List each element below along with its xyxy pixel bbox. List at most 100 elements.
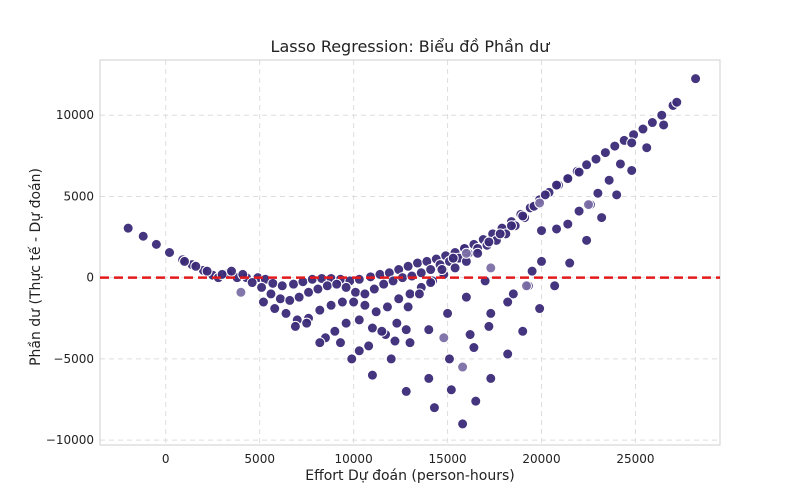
data-point — [551, 179, 563, 191]
data-point-light — [534, 197, 546, 209]
data-point — [376, 325, 388, 337]
data-point — [423, 324, 435, 336]
data-point — [280, 307, 292, 319]
data-point — [485, 307, 497, 319]
data-point — [445, 384, 457, 396]
data-point — [256, 281, 268, 293]
data-point — [329, 325, 341, 337]
data-point — [447, 252, 459, 264]
data-point — [190, 260, 202, 272]
data-point — [425, 264, 437, 276]
data-point — [599, 147, 611, 159]
y-axis-ticks: −10000 −5000 0 5000 10000 — [46, 108, 94, 447]
data-point — [348, 296, 360, 308]
data-point — [549, 280, 561, 292]
data-point — [122, 222, 134, 234]
data-point — [485, 372, 497, 384]
data-point — [179, 255, 191, 267]
data-point — [331, 278, 343, 290]
data-point — [314, 337, 326, 349]
data-point — [551, 223, 563, 235]
data-point — [406, 270, 418, 282]
data-point — [502, 348, 514, 360]
data-point — [423, 372, 435, 384]
data-point — [502, 296, 514, 308]
data-point — [449, 262, 461, 274]
data-point — [443, 353, 455, 365]
data-point — [412, 257, 424, 269]
data-point-light — [582, 199, 594, 211]
data-point — [400, 324, 412, 336]
data-point — [293, 291, 305, 303]
data-point — [257, 296, 269, 308]
data-point — [334, 337, 346, 349]
data-point — [472, 247, 484, 259]
data-point — [592, 187, 604, 199]
data-point — [164, 247, 176, 258]
data-point — [690, 73, 702, 85]
data-point — [301, 317, 313, 329]
data-point — [573, 166, 585, 178]
data-point — [581, 234, 593, 246]
data-point — [366, 369, 378, 381]
data-point — [483, 236, 495, 248]
data-point — [350, 286, 362, 298]
x-tick-label: 0 — [162, 452, 170, 466]
data-point — [269, 303, 281, 315]
data-point — [494, 228, 506, 240]
data-point — [562, 218, 574, 230]
data-point — [626, 164, 638, 176]
data-point — [353, 273, 365, 285]
data-point — [363, 340, 375, 352]
data-point — [596, 212, 608, 224]
data-point — [603, 174, 615, 186]
x-tick-label: 25000 — [616, 452, 654, 466]
data-point-light — [460, 247, 472, 259]
data-point — [428, 402, 440, 414]
data-point — [470, 395, 482, 407]
data-point — [460, 291, 472, 303]
data-point — [226, 265, 238, 277]
data-point — [303, 286, 315, 298]
data-point — [611, 189, 623, 201]
data-point — [325, 299, 337, 311]
data-point — [404, 288, 416, 300]
plot-frame — [99, 59, 721, 446]
data-point — [425, 277, 437, 289]
data-point — [336, 296, 348, 308]
data-point — [340, 281, 352, 293]
data-point — [507, 288, 519, 300]
data-point — [539, 189, 551, 201]
data-point — [536, 255, 548, 267]
data-point — [505, 220, 517, 232]
data-point — [150, 238, 162, 250]
y-axis-label: Phần dư (Thực tế - Dự đoán) — [27, 168, 44, 366]
data-point — [614, 158, 626, 170]
data-point — [626, 137, 638, 149]
data-point — [265, 288, 277, 300]
data-point-light — [520, 280, 532, 292]
data-point — [402, 260, 414, 272]
data-point — [393, 293, 405, 305]
data-point — [534, 303, 546, 315]
data-point — [637, 123, 649, 135]
data-point — [536, 225, 548, 237]
data-point — [609, 140, 621, 152]
data-point — [385, 353, 397, 365]
data-point — [413, 288, 425, 300]
data-point — [312, 283, 324, 295]
data-point-light — [235, 286, 247, 298]
chart-title: Lasso Regression: Biểu đồ Phần dư — [271, 37, 551, 56]
data-point — [517, 210, 529, 222]
data-point — [562, 173, 574, 185]
data-point — [381, 301, 393, 313]
data-point — [274, 293, 286, 305]
data-point — [464, 329, 476, 341]
data-point — [340, 317, 352, 329]
data-point — [353, 314, 365, 326]
data-point — [353, 345, 365, 357]
data-point — [590, 153, 602, 165]
data-point — [389, 335, 401, 347]
data-point — [517, 325, 529, 337]
